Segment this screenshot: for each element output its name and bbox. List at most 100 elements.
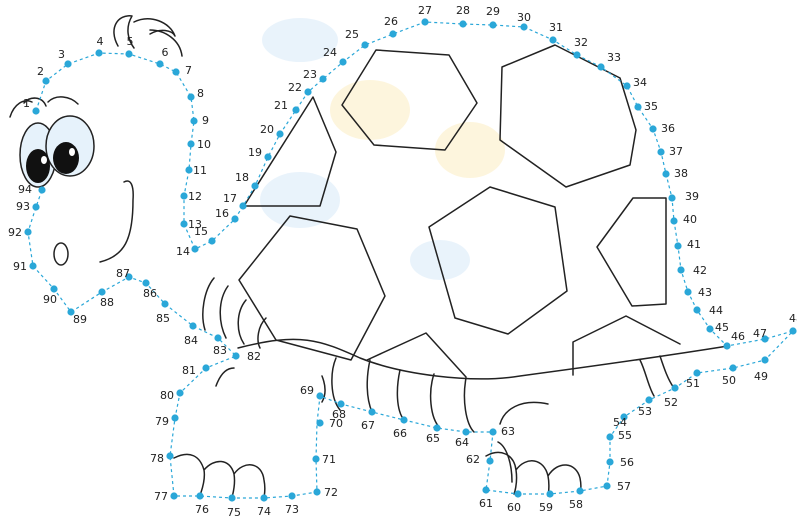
dot-number-label: 27 — [418, 4, 432, 17]
dot-number-label: 61 — [479, 497, 493, 510]
dot-marker — [251, 182, 259, 190]
dot-marker — [520, 23, 528, 31]
dot-number-label: 40 — [683, 213, 697, 226]
dot-48: 48 — [789, 312, 797, 335]
dot-marker — [319, 75, 327, 83]
dot-number-label: 7 — [185, 64, 192, 77]
dot-number-label: 65 — [426, 432, 440, 445]
dot-number-label: 26 — [384, 15, 398, 28]
dot-1: 1 — [23, 97, 40, 115]
dot-number-label: 14 — [176, 245, 190, 258]
dot-58: 58 — [569, 487, 584, 511]
dot-marker — [400, 416, 408, 424]
dot-76: 76 — [195, 492, 209, 516]
dot-number-label: 1 — [23, 97, 30, 110]
dot-51: 51 — [686, 369, 701, 390]
dot-66: 66 — [393, 416, 408, 440]
dot-70: 70 — [316, 417, 343, 430]
pupil-left — [26, 149, 50, 183]
dot-55: 55 — [606, 429, 632, 442]
dot-marker — [337, 400, 345, 408]
dot-marker — [620, 413, 628, 421]
dot-number-label: 38 — [674, 167, 688, 180]
dot-marker — [623, 82, 631, 90]
watermark-blue-blob — [260, 172, 340, 228]
dot-81: 81 — [182, 364, 210, 377]
dot-number-label: 13 — [188, 218, 202, 231]
dot-marker — [232, 352, 240, 360]
dot-7: 7 — [172, 64, 192, 77]
dot-marker — [208, 237, 216, 245]
dot-number-label: 10 — [197, 138, 211, 151]
dot-34: 34 — [623, 76, 647, 90]
dot-number-label: 20 — [260, 123, 274, 136]
dot-90: 90 — [43, 285, 58, 306]
dot-53: 53 — [638, 396, 653, 418]
shell-plate — [596, 197, 667, 307]
dot-marker — [389, 30, 397, 38]
dot-marker — [142, 279, 150, 287]
dot-marker — [573, 51, 581, 59]
dot-number-label: 11 — [193, 164, 207, 177]
dot-14: 14 — [176, 245, 199, 258]
dot-number-label: 93 — [16, 200, 30, 213]
dot-54: 54 — [613, 413, 628, 429]
dot-71: 71 — [312, 453, 336, 466]
dot-marker — [459, 20, 467, 28]
dot-marker — [156, 60, 164, 68]
dot-number-label: 6 — [162, 46, 169, 59]
dot-marker — [482, 486, 490, 494]
dot-38: 38 — [662, 167, 688, 180]
dot-3: 3 — [58, 48, 72, 68]
dot-50: 50 — [722, 364, 737, 387]
dot-marker — [180, 192, 188, 200]
dot-marker — [606, 458, 614, 466]
dot-marker — [239, 202, 247, 210]
dot-40: 40 — [670, 213, 697, 226]
dot-marker — [693, 369, 701, 377]
dot-22: 22 — [288, 81, 312, 96]
dot-number-label: 94 — [18, 183, 32, 196]
dot-marker — [312, 455, 320, 463]
dot-31: 31 — [549, 21, 563, 44]
dot-marker — [339, 58, 347, 66]
dot-93: 93 — [16, 200, 40, 213]
dot-number-label: 59 — [539, 501, 553, 514]
dot-number-label: 87 — [116, 267, 130, 280]
dot-marker — [671, 384, 679, 392]
dot-marker — [649, 125, 657, 133]
neck-scales — [202, 277, 267, 349]
dot-marker — [549, 36, 557, 44]
dot-number-label: 25 — [345, 28, 359, 41]
dot-number-label: 57 — [617, 480, 631, 493]
watermark-blue-blob — [262, 18, 338, 62]
dot-77: 77 — [154, 490, 178, 503]
dot-marker — [514, 490, 522, 498]
dot-number-label: 76 — [195, 503, 209, 516]
dot-91: 91 — [13, 260, 37, 273]
back-toes — [485, 451, 582, 497]
dot-13: 13 — [180, 218, 202, 231]
shell-plate — [428, 186, 568, 335]
dot-number-label: 53 — [638, 405, 652, 418]
dot-number-label: 35 — [644, 100, 658, 113]
dot-23: 23 — [303, 68, 327, 83]
dot-number-label: 3 — [58, 48, 65, 61]
dot-number-label: 37 — [669, 145, 683, 158]
dot-marker — [166, 452, 174, 460]
dot-75: 75 — [227, 494, 241, 519]
dot-number-label: 47 — [753, 327, 767, 340]
dot-marker — [161, 300, 169, 308]
dot-78: 78 — [150, 452, 174, 465]
dot-42: 42 — [677, 264, 707, 277]
dot-marker — [674, 242, 682, 250]
shell-plate — [572, 315, 681, 376]
dot-marker — [50, 285, 58, 293]
dot-marker — [95, 49, 103, 57]
dot-67: 67 — [361, 408, 376, 432]
dot-9: 9 — [190, 114, 209, 127]
dot-64: 64 — [455, 428, 470, 449]
dot-marker — [546, 490, 554, 498]
dot-6: 6 — [156, 46, 169, 68]
dot-84: 84 — [184, 322, 198, 347]
